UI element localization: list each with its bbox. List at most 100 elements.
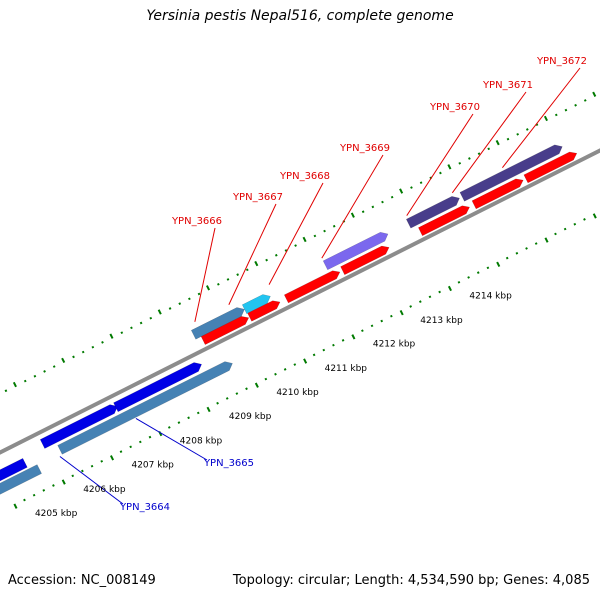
inner-tick-mark <box>121 451 122 453</box>
inner-tick-mark <box>43 489 44 491</box>
outer-tick-mark <box>255 261 257 265</box>
gene-label[interactable]: YPN_3664 <box>119 502 170 513</box>
gene-label[interactable]: YPN_3666 <box>171 216 222 227</box>
outer-tick-mark <box>237 274 238 276</box>
outer-tick-mark <box>440 172 441 174</box>
inner-tick-mark <box>468 277 469 279</box>
inner-tick-mark <box>594 214 596 218</box>
backbone-line <box>0 148 600 455</box>
outer-tick-mark <box>141 322 142 324</box>
inner-tick-mark <box>516 252 517 254</box>
outer-tick-mark <box>25 380 26 382</box>
inner-tick-mark <box>188 417 189 419</box>
outer-tick-mark <box>5 390 6 392</box>
gene-label[interactable]: YPN_3672 <box>536 56 587 67</box>
inner-tick-ring <box>14 189 600 508</box>
inner-tick-mark <box>285 368 286 370</box>
inner-tick-mark <box>227 398 228 400</box>
inner-tick-mark <box>246 388 247 390</box>
outer-tick-mark <box>189 298 190 300</box>
outer-tick-mark <box>170 308 171 310</box>
outer-tick-mark <box>334 225 335 227</box>
accession-text: Accession: NC_008149 <box>8 573 156 588</box>
inner-tick-mark <box>150 436 151 438</box>
inner-tick-mark <box>111 456 113 460</box>
outer-tick-mark <box>266 259 267 261</box>
inner-tick-mark <box>236 393 237 395</box>
outer-tick-mark <box>179 303 180 305</box>
outer-tick-mark <box>324 230 325 232</box>
outer-tick-mark <box>285 250 286 252</box>
gene-label[interactable]: YPN_3669 <box>339 143 390 154</box>
outer-tick-mark <box>207 286 209 290</box>
outer-tick-mark <box>159 310 161 314</box>
outer-tick-mark <box>372 206 373 208</box>
inner-tick-mark <box>372 325 373 327</box>
inner-tick-mark <box>53 485 54 487</box>
label-leader-line <box>195 228 215 322</box>
outer-tick-mark <box>295 245 296 247</box>
inner-tick-mark <box>487 267 488 269</box>
outer-tick-mark <box>14 382 16 386</box>
outer-tick-mark <box>247 269 248 271</box>
outer-tick-mark <box>497 140 499 144</box>
inner-tick-mark <box>256 383 258 387</box>
outer-tick-mark <box>585 100 586 102</box>
outer-tick-mark <box>131 327 132 329</box>
gene-label[interactable]: YPN_3671 <box>482 80 533 91</box>
inner-tick-mark <box>381 320 382 322</box>
inner-tick-mark <box>265 378 266 380</box>
inner-tick-mark <box>401 310 403 314</box>
outer-tick-mark <box>565 109 566 111</box>
outer-tick-mark <box>110 334 112 338</box>
inner-tick-mark <box>362 330 363 332</box>
outer-tick-mark <box>411 187 412 189</box>
inner-tick-mark <box>92 465 93 467</box>
inner-tick-mark <box>34 494 35 496</box>
outer-tick-mark <box>392 196 393 198</box>
outer-tick-mark <box>448 165 450 169</box>
outer-tick-mark <box>73 356 74 358</box>
inner-tick-mark <box>314 354 315 356</box>
inner-tick-mark <box>584 219 585 221</box>
outer-tick-mark <box>400 189 402 193</box>
inner-tick-mark <box>82 470 83 472</box>
inner-tick-mark <box>555 233 556 235</box>
inner-tick-mark <box>198 412 199 414</box>
kbp-tick-label: 4211 kbp <box>325 364 368 374</box>
outer-tick-ring <box>0 92 595 411</box>
inner-tick-mark <box>14 504 16 508</box>
gene-label[interactable]: YPN_3667 <box>232 192 283 203</box>
outer-tick-mark <box>303 237 305 241</box>
inner-tick-mark <box>130 446 131 448</box>
inner-tick-mark <box>217 402 218 404</box>
outer-tick-mark <box>102 341 103 343</box>
outer-tick-mark <box>83 351 84 353</box>
inner-tick-mark <box>72 475 73 477</box>
gene-label[interactable]: YPN_3668 <box>279 171 330 182</box>
outer-tick-mark <box>121 332 122 334</box>
inner-tick-mark <box>478 272 479 274</box>
outer-tick-mark <box>314 235 315 237</box>
inner-tick-mark <box>352 335 354 339</box>
gene-features <box>0 145 577 504</box>
inner-tick-mark <box>565 228 566 230</box>
outer-tick-mark <box>593 92 595 96</box>
outer-tick-mark <box>276 254 277 256</box>
inner-tick-mark <box>458 281 459 283</box>
genome-map: 4205 kbp4206 kbp4207 kbp4208 kbp4209 kbp… <box>0 0 600 600</box>
inner-tick-mark <box>439 291 440 293</box>
inner-tick-mark <box>24 499 25 501</box>
outer-tick-mark <box>352 213 354 217</box>
gene-label[interactable]: YPN_3665 <box>203 458 254 469</box>
inner-tick-mark <box>333 344 334 346</box>
outer-tick-mark <box>469 158 470 160</box>
inner-tick-mark <box>430 296 431 298</box>
outer-tick-mark <box>488 148 489 150</box>
outer-tick-mark <box>44 370 45 372</box>
inner-tick-mark <box>304 359 306 363</box>
inner-tick-mark <box>545 238 547 242</box>
gene-label[interactable]: YPN_3670 <box>429 102 480 113</box>
outer-tick-mark <box>459 162 460 164</box>
inner-tick-mark <box>101 460 102 462</box>
